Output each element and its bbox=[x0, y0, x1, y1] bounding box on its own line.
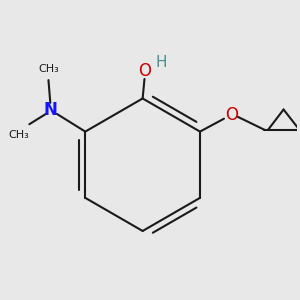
Text: N: N bbox=[44, 100, 57, 118]
Text: H: H bbox=[155, 55, 167, 70]
Text: O: O bbox=[225, 106, 238, 124]
Text: CH₃: CH₃ bbox=[38, 64, 59, 74]
Text: O: O bbox=[138, 62, 151, 80]
Text: CH₃: CH₃ bbox=[9, 130, 29, 140]
